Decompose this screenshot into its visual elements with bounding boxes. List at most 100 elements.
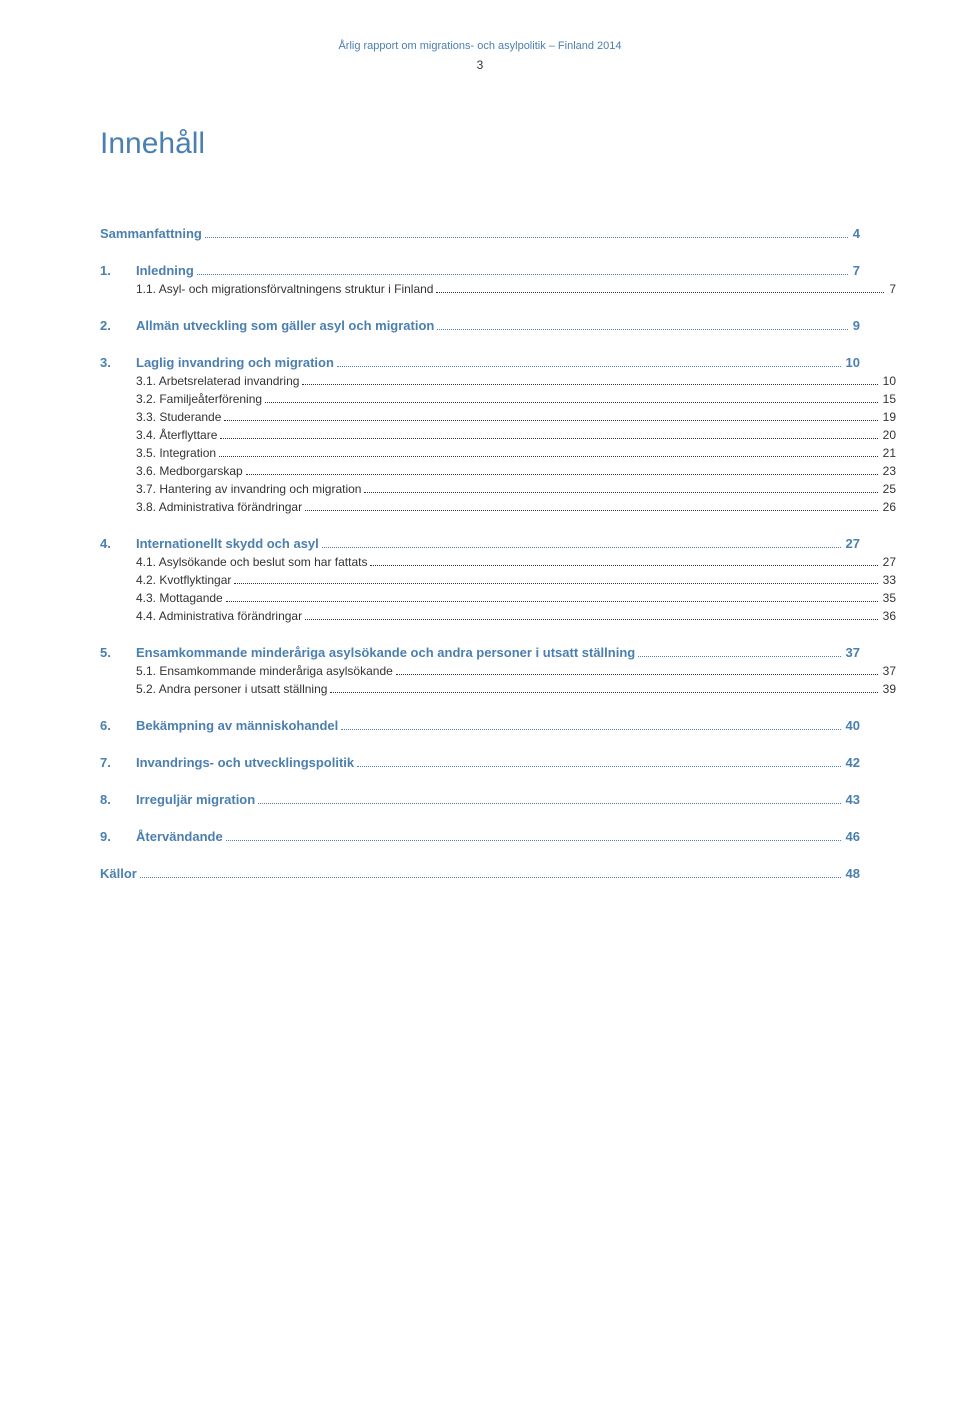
toc-leader — [265, 402, 878, 403]
toc-page-number: 33 — [880, 573, 896, 587]
toc-entry[interactable]: 1.1. Asyl- och migrationsförvaltningens … — [136, 282, 896, 296]
toc-entry[interactable]: 3.6. Medborgarskap 23 — [136, 464, 896, 478]
toc-entry[interactable]: 3.3. Studerande 19 — [136, 410, 896, 424]
toc-leader — [357, 766, 840, 767]
toc-label: Invandrings- och utvecklingspolitik — [136, 755, 354, 770]
toc-leader — [396, 674, 878, 675]
toc-leader — [258, 803, 840, 804]
toc-page-number: 10 — [843, 355, 860, 370]
toc-number: 3. — [100, 355, 136, 370]
toc-leader — [337, 366, 841, 367]
toc-label: Källor — [100, 866, 137, 881]
toc-page-number: 37 — [880, 664, 896, 678]
toc-entry[interactable]: 6.Bekämpning av människohandel 40 — [100, 718, 860, 733]
toc-leader — [224, 420, 877, 421]
table-of-contents: Sammanfattning 41.Inledning 71.1. Asyl- … — [100, 226, 860, 881]
toc-entry[interactable]: 5.2. Andra personer i utsatt ställning39 — [136, 682, 896, 696]
toc-page-number: 46 — [843, 829, 860, 844]
toc-entry[interactable]: 3.5. Integration 21 — [136, 446, 896, 460]
toc-number: 5. — [100, 645, 136, 660]
toc-leader — [226, 840, 841, 841]
toc-page-number: 26 — [880, 500, 896, 514]
toc-entry[interactable]: 5.Ensamkommande minderåriga asylsökande … — [100, 645, 860, 660]
toc-label: 3.1. Arbetsrelaterad invandring — [136, 374, 299, 388]
toc-page-number: 4 — [850, 226, 860, 241]
toc-label: 3.2. Familjeåterförening — [136, 392, 262, 406]
toc-leader — [436, 292, 884, 293]
toc-leader — [437, 329, 847, 330]
toc-entry[interactable]: 3.7. Hantering av invandring och migrati… — [136, 482, 896, 496]
toc-label: Laglig invandring och migration — [136, 355, 334, 370]
toc-number: 9. — [100, 829, 136, 844]
toc-page-number: 9 — [850, 318, 860, 333]
toc-label: 4.3. Mottagande — [136, 591, 223, 605]
toc-entry[interactable]: 4.3. Mottagande35 — [136, 591, 896, 605]
toc-page-number: 19 — [880, 410, 896, 424]
toc-leader — [364, 492, 877, 493]
toc-label: Bekämpning av människohandel — [136, 718, 338, 733]
toc-page-number: 42 — [843, 755, 860, 770]
toc-entry[interactable]: Källor 48 — [100, 866, 860, 881]
toc-leader — [205, 237, 848, 238]
toc-leader — [370, 565, 877, 566]
toc-entry[interactable]: 9.Återvändande 46 — [100, 829, 860, 844]
page-title: Innehåll — [100, 127, 860, 161]
toc-leader — [140, 877, 841, 878]
toc-page-number: 40 — [843, 718, 860, 733]
toc-leader — [226, 601, 878, 602]
toc-entry[interactable]: 3.1. Arbetsrelaterad invandring10 — [136, 374, 896, 388]
toc-entry[interactable]: 3.Laglig invandring och migration 10 — [100, 355, 860, 370]
toc-entry[interactable]: 3.8. Administrativa förändringar 26 — [136, 500, 896, 514]
toc-entry[interactable]: 7.Invandrings- och utvecklingspolitik 42 — [100, 755, 860, 770]
toc-page-number: 48 — [843, 866, 860, 881]
toc-leader — [330, 692, 877, 693]
page-number: 3 — [100, 58, 860, 72]
toc-label: Återvändande — [136, 829, 223, 844]
toc-label: 3.8. Administrativa förändringar — [136, 500, 302, 514]
toc-entry[interactable]: 2.Allmän utveckling som gäller asyl och … — [100, 318, 860, 333]
toc-entry[interactable]: 8.Irreguljär migration 43 — [100, 792, 860, 807]
toc-entry[interactable]: 4.1. Asylsökande och beslut som har fatt… — [136, 555, 896, 569]
toc-leader — [219, 456, 878, 457]
toc-entry[interactable]: 5.1. Ensamkommande minderåriga asylsökan… — [136, 664, 896, 678]
toc-leader — [322, 547, 841, 548]
toc-number: 4. — [100, 536, 136, 551]
toc-number: 1. — [100, 263, 136, 278]
toc-leader — [302, 384, 877, 385]
toc-page-number: 37 — [843, 645, 860, 660]
toc-entry[interactable]: 3.2. Familjeåterförening15 — [136, 392, 896, 406]
toc-label: 3.6. Medborgarskap — [136, 464, 243, 478]
toc-page-number: 7 — [850, 263, 860, 278]
toc-page-number: 36 — [880, 609, 896, 623]
toc-number: 7. — [100, 755, 136, 770]
toc-label: 4.1. Asylsökande och beslut som har fatt… — [136, 555, 367, 569]
toc-entry[interactable]: 3.4. Återflyttare20 — [136, 428, 896, 442]
toc-leader — [638, 656, 840, 657]
toc-page-number: 43 — [843, 792, 860, 807]
toc-entry[interactable]: 1.Inledning 7 — [100, 263, 860, 278]
toc-label: Internationellt skydd och asyl — [136, 536, 319, 551]
toc-label: 4.4. Administrativa förändringar — [136, 609, 302, 623]
toc-label: Sammanfattning — [100, 226, 202, 241]
toc-leader — [341, 729, 840, 730]
toc-page-number: 27 — [843, 536, 860, 551]
toc-label: 3.3. Studerande — [136, 410, 221, 424]
toc-label: 3.5. Integration — [136, 446, 216, 460]
toc-leader — [220, 438, 877, 439]
toc-page-number: 20 — [880, 428, 896, 442]
toc-page-number: 7 — [886, 282, 896, 296]
toc-entry[interactable]: 4.4. Administrativa förändringar 36 — [136, 609, 896, 623]
toc-label: Allmän utveckling som gäller asyl och mi… — [136, 318, 434, 333]
toc-entry[interactable]: 4.Internationellt skydd och asyl 27 — [100, 536, 860, 551]
toc-label: Inledning — [136, 263, 194, 278]
toc-page-number: 21 — [880, 446, 896, 460]
toc-label: 5.2. Andra personer i utsatt ställning — [136, 682, 327, 696]
toc-number: 8. — [100, 792, 136, 807]
toc-page-number: 23 — [880, 464, 896, 478]
toc-entry[interactable]: 4.2. Kvotflyktingar33 — [136, 573, 896, 587]
toc-label: Ensamkommande minderåriga asylsökande oc… — [136, 645, 635, 660]
toc-page-number: 25 — [880, 482, 896, 496]
toc-entry[interactable]: Sammanfattning 4 — [100, 226, 860, 241]
toc-leader — [305, 619, 878, 620]
toc-leader — [305, 510, 878, 511]
